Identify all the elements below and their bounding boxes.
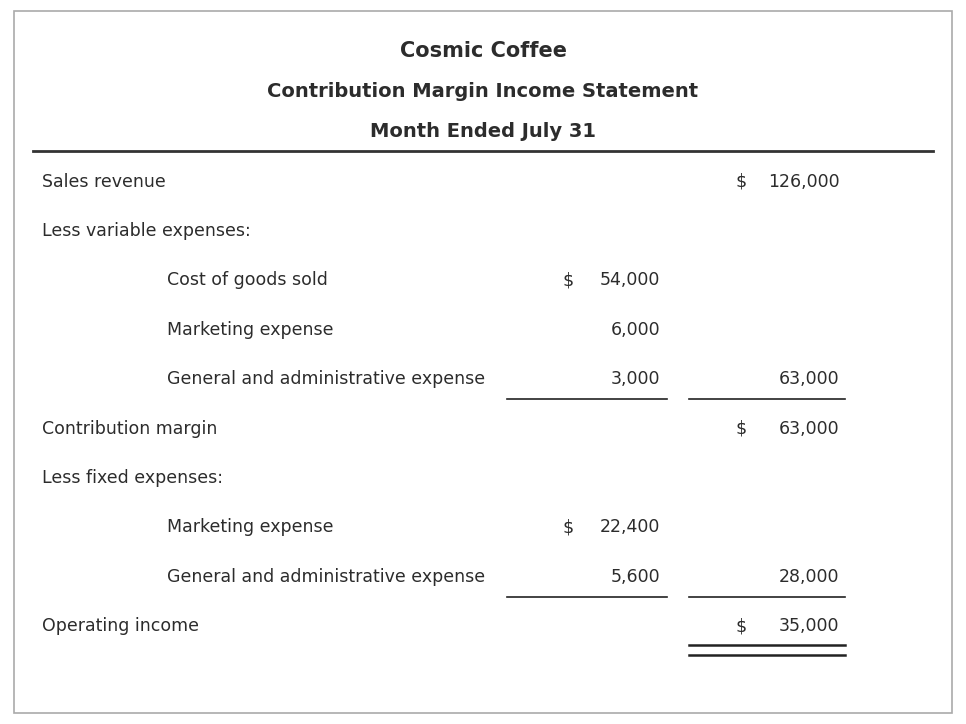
Text: 126,000: 126,000 (768, 172, 839, 190)
Text: 5,600: 5,600 (611, 568, 660, 586)
Text: 35,000: 35,000 (779, 617, 839, 635)
Text: Less variable expenses:: Less variable expenses: (43, 222, 251, 240)
Text: 54,000: 54,000 (600, 272, 660, 290)
Text: General and administrative expense: General and administrative expense (167, 370, 485, 388)
Text: 28,000: 28,000 (779, 568, 839, 586)
Text: Cost of goods sold: Cost of goods sold (167, 272, 327, 290)
Text: Marketing expense: Marketing expense (167, 518, 333, 536)
Text: 63,000: 63,000 (779, 419, 839, 437)
Text: Month Ended July 31: Month Ended July 31 (370, 122, 596, 141)
Text: 63,000: 63,000 (779, 370, 839, 388)
Text: Contribution Margin Income Statement: Contribution Margin Income Statement (268, 82, 698, 101)
Text: Marketing expense: Marketing expense (167, 321, 333, 339)
Text: 22,400: 22,400 (600, 518, 660, 536)
Text: $: $ (735, 172, 747, 190)
Text: Less fixed expenses:: Less fixed expenses: (43, 469, 223, 487)
Text: General and administrative expense: General and administrative expense (167, 568, 485, 586)
Text: $: $ (735, 419, 747, 437)
Text: Contribution margin: Contribution margin (43, 419, 218, 437)
Text: $: $ (735, 617, 747, 635)
Text: 3,000: 3,000 (611, 370, 660, 388)
Text: 6,000: 6,000 (611, 321, 660, 339)
Text: Cosmic Coffee: Cosmic Coffee (400, 41, 566, 61)
Text: Operating income: Operating income (43, 617, 199, 635)
Text: $: $ (563, 518, 574, 536)
Text: $: $ (563, 272, 574, 290)
Text: Sales revenue: Sales revenue (43, 172, 166, 190)
